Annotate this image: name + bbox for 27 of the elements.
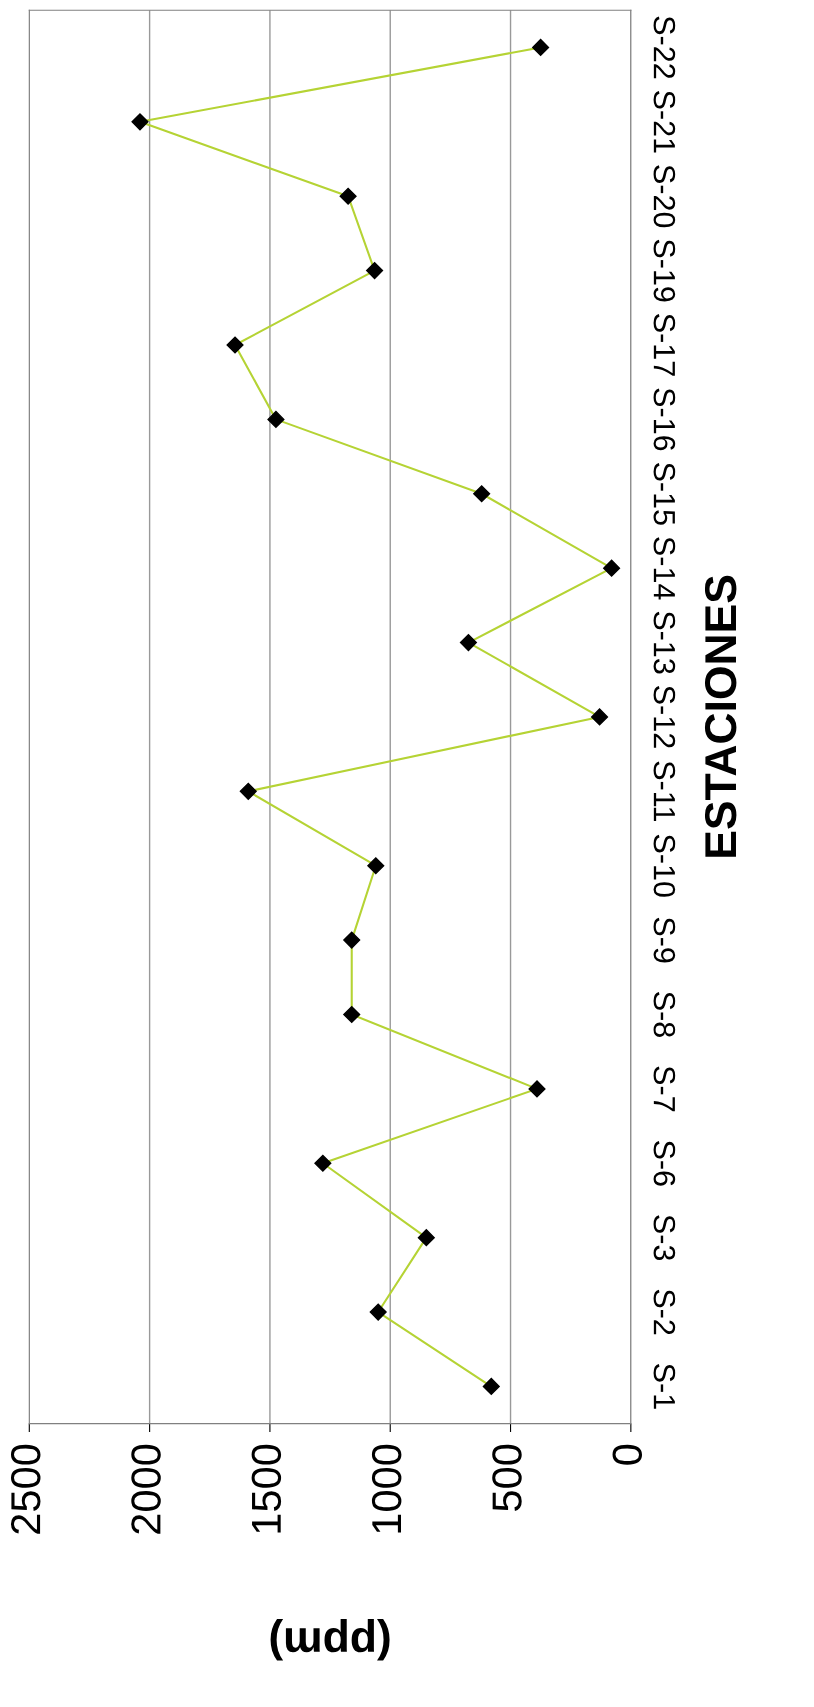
y-tick-label: S-17 xyxy=(653,314,676,376)
y-tick-label: S-3 xyxy=(653,1215,676,1261)
y-tick-label: S-12 xyxy=(653,686,676,748)
y-tick-label: S-13 xyxy=(653,611,676,674)
x-axis-title: (ppm) xyxy=(270,1619,390,1661)
y-tick-label: S-9 xyxy=(653,917,676,963)
y-tick-label: S-19 xyxy=(653,239,676,302)
y-tick-label: S-14 xyxy=(653,537,676,600)
x-tick-label: 0 xyxy=(612,1444,643,1465)
y-tick-label: S-7 xyxy=(653,1066,676,1112)
y-tick-label: S-1 xyxy=(653,1364,676,1409)
x-tick-label: 2500 xyxy=(10,1444,41,1534)
y-axis-title: ESTACIONES xyxy=(704,575,737,857)
y-tick-label: S-11 xyxy=(653,761,676,821)
x-tick-label: 2000 xyxy=(131,1444,161,1534)
y-tick-label: S-8 xyxy=(653,992,676,1037)
y-tick-label: S-16 xyxy=(653,388,676,451)
y-tick-label: S-20 xyxy=(653,165,676,228)
x-tick-label: 500 xyxy=(492,1444,522,1511)
y-tick-label: S-2 xyxy=(653,1289,676,1335)
y-tick-label: S-10 xyxy=(653,834,676,897)
y-tick-label: S-22 xyxy=(653,16,676,79)
y-tick-label: S-21 xyxy=(653,90,676,153)
x-tick-label: 1500 xyxy=(251,1444,282,1533)
y-tick-label: S-15 xyxy=(653,462,676,525)
x-tick-label: 1000 xyxy=(371,1444,402,1533)
y-tick-label: S-6 xyxy=(653,1140,676,1186)
